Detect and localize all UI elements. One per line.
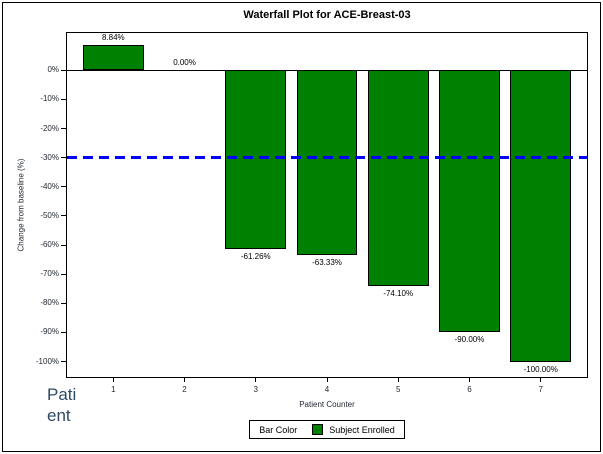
y-axis-tick <box>61 302 67 304</box>
chart-title: Waterfall Plot for ACE-Breast-03 <box>243 9 411 21</box>
x-axis-tick <box>255 377 257 382</box>
bar-patient-4 <box>296 70 358 255</box>
y-axis-title-text: Change from baseline (%) <box>16 158 26 252</box>
x-axis-tick-label: 6 <box>467 385 472 394</box>
y-axis-tick <box>61 331 67 333</box>
bar-value-label: 0.00% <box>173 58 196 68</box>
x-axis-tick-label: 1 <box>111 385 116 394</box>
bar-patient-1 <box>83 44 144 71</box>
y-axis-tick <box>61 186 67 188</box>
y-axis-tick-label: -80% <box>40 298 59 308</box>
bar-value-label: -100.00% <box>523 364 558 374</box>
bar-value-label: 8.84% <box>101 32 125 42</box>
x-axis-title: Patient Counter <box>299 400 355 409</box>
x-axis-tick <box>184 377 186 382</box>
bar-value-label: -74.10% <box>383 289 414 299</box>
legend-title: Bar Color <box>259 424 298 435</box>
legend-swatch-icon <box>312 424 324 435</box>
x-axis-tick-label: 3 <box>253 385 258 394</box>
y-axis-tick-label: -50% <box>40 210 59 220</box>
x-axis-tick <box>397 377 399 382</box>
y-axis-tick <box>61 244 67 246</box>
y-axis-tick-label: -70% <box>40 269 59 279</box>
y-axis-tick-label: -20% <box>40 123 59 133</box>
bar-patient-3 <box>225 70 287 249</box>
y-axis-tick-label: -100% <box>35 356 59 366</box>
y-axis-tick-label: -60% <box>40 240 59 250</box>
plot-area: 0% -10% -20% -30% -40% -50% -60% -70% -80% -90% -1… <box>36 32 588 394</box>
bar-value-label: -63.33% <box>312 257 342 267</box>
bar-value-label: -61.26% <box>240 251 271 261</box>
legend: Bar Color Subject Enrolled <box>66 420 588 439</box>
y-axis-tick-label: -90% <box>40 327 59 337</box>
reference-line <box>67 156 587 160</box>
y-axis-tick <box>61 128 67 130</box>
y-axis-tick <box>61 215 67 217</box>
legend-box: Bar Color Subject Enrolled <box>249 420 405 439</box>
x-axis-tick <box>540 377 542 382</box>
y-axis-tick <box>61 273 67 275</box>
y-axis-tick-label: -40% <box>40 181 59 191</box>
patient-axis-label: Pati ent <box>47 384 76 426</box>
bar-patient-7 <box>510 70 571 362</box>
y-axis-tick <box>61 69 67 71</box>
legend-entry-label: Subject Enrolled <box>329 424 395 435</box>
y-axis-tick <box>61 98 67 100</box>
x-axis-tick <box>112 377 114 382</box>
x-axis-tick <box>326 377 328 382</box>
x-axis-tick <box>468 377 470 382</box>
x-axis-tick-label: 7 <box>538 385 543 394</box>
y-axis-tick-label: -10% <box>40 94 59 104</box>
x-axis-tick-label: 5 <box>395 385 401 394</box>
bar-patient-5 <box>367 70 429 287</box>
x-axis-tick-label: 4 <box>324 385 330 394</box>
bar-patient-6 <box>439 70 500 333</box>
bar-value-label: -90.00% <box>454 335 485 345</box>
patient-axis-label-line1: Pati <box>47 385 77 404</box>
y-axis-tick-label: 0% <box>47 65 59 75</box>
y-axis-tick <box>61 361 67 363</box>
y-axis-tick <box>61 157 67 159</box>
x-axis-tick-label: 2 <box>182 385 187 394</box>
patient-axis-label-line2: ent <box>47 406 71 425</box>
y-axis-tick-label: -30% <box>40 152 59 162</box>
